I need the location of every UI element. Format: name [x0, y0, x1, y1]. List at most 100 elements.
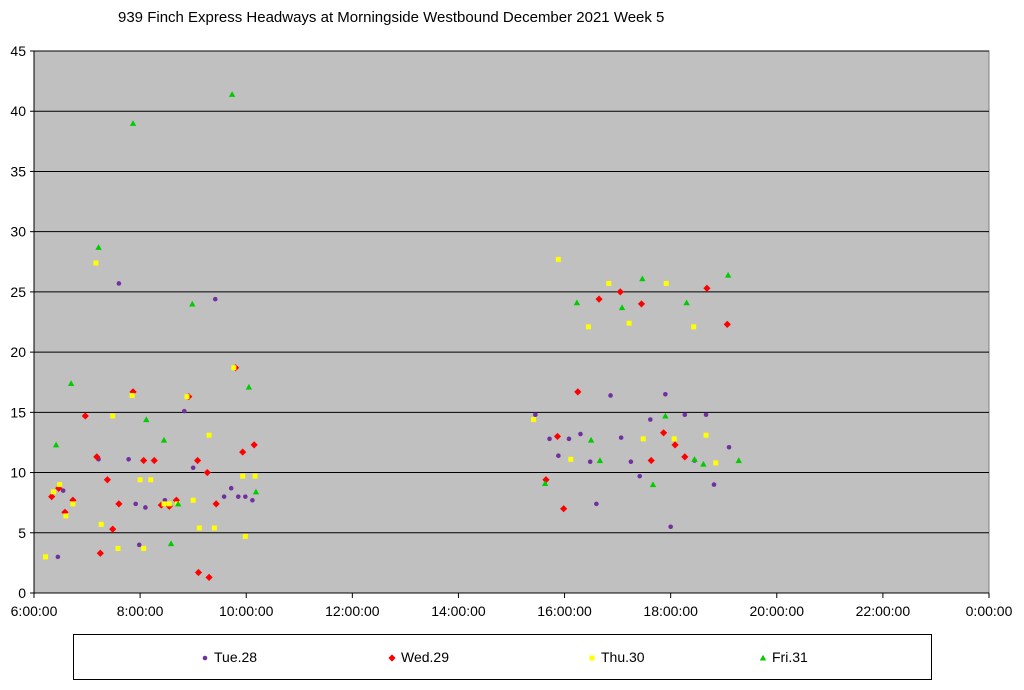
- data-point: [250, 441, 258, 449]
- data-point: [531, 417, 537, 423]
- y-tick-label: 20: [10, 344, 26, 360]
- data-point: [221, 494, 227, 499]
- data-point: [628, 459, 634, 465]
- series-wed-29: [48, 284, 731, 581]
- data-point: [616, 288, 624, 296]
- data-point: [67, 380, 75, 386]
- data-point: [190, 465, 196, 471]
- x-tick-label: 6:00:00: [11, 603, 58, 619]
- x-tick-label: 12:00:00: [325, 603, 380, 619]
- data-point: [110, 413, 116, 419]
- data-points: [42, 91, 742, 581]
- data-point: [648, 417, 653, 422]
- data-point: [556, 453, 561, 458]
- data-point: [48, 493, 56, 501]
- legend-item: Tue.28: [200, 649, 257, 665]
- data-point: [160, 436, 168, 443]
- data-point: [587, 459, 593, 465]
- data-point: [242, 533, 248, 539]
- legend-item: Fri.31: [758, 649, 808, 665]
- legend-marker: [759, 655, 767, 661]
- data-point: [663, 280, 669, 286]
- data-point: [553, 432, 562, 441]
- data-point: [647, 456, 655, 465]
- data-point: [682, 412, 688, 418]
- data-point: [659, 429, 668, 437]
- y-axis-ticks: 0 5 10 15 20 25 30 35 40 45: [10, 43, 34, 601]
- data-point: [70, 501, 76, 507]
- data-point: [681, 453, 689, 461]
- data-point: [578, 431, 583, 437]
- data-point: [184, 394, 190, 400]
- data-point: [560, 505, 568, 513]
- data-point: [250, 497, 255, 503]
- data-point: [174, 500, 182, 507]
- data-point: [161, 501, 167, 507]
- data-point: [555, 256, 561, 262]
- data-point: [662, 412, 669, 419]
- data-point: [167, 540, 175, 547]
- legend-marker-icon: [202, 655, 208, 661]
- data-point: [245, 383, 253, 390]
- y-tick-label: 10: [10, 465, 26, 481]
- data-point: [626, 320, 632, 326]
- x-tick-label: 10:00:00: [219, 603, 274, 619]
- series-fri-31: [52, 91, 742, 547]
- data-point: [115, 500, 123, 508]
- y-tick-label: 15: [10, 404, 26, 420]
- data-point: [228, 485, 234, 491]
- y-tick-label: 40: [10, 103, 26, 119]
- data-point: [69, 496, 77, 504]
- data-point: [700, 460, 707, 467]
- data-point: [683, 299, 690, 306]
- data-point: [649, 481, 657, 488]
- data-point: [639, 275, 646, 282]
- data-point: [711, 482, 717, 487]
- data-point: [663, 391, 668, 397]
- data-point: [252, 488, 260, 495]
- legend-marker-icon: [589, 655, 595, 661]
- data-point: [60, 488, 66, 493]
- data-point: [713, 460, 719, 466]
- data-point: [98, 521, 104, 527]
- legend-label: Fri.31: [772, 649, 808, 665]
- data-point: [55, 484, 63, 492]
- data-point: [206, 432, 212, 438]
- data-point: [703, 284, 711, 292]
- data-point: [618, 304, 626, 311]
- data-point: [231, 365, 237, 371]
- x-tick-label: 18:00:00: [643, 603, 698, 619]
- y-tick-label: 0: [18, 585, 26, 601]
- legend-label: Tue.28: [214, 649, 258, 665]
- chart-title-text: 939 Finch Express Headways at Morningsid…: [118, 9, 665, 26]
- data-point: [691, 456, 698, 462]
- data-point: [194, 568, 203, 577]
- data-point: [203, 468, 211, 477]
- axes: [33, 51, 989, 594]
- data-point: [126, 457, 131, 462]
- data-point: [133, 501, 138, 507]
- data-point: [691, 324, 697, 330]
- data-point: [129, 392, 135, 398]
- data-point: [595, 295, 603, 303]
- y-tick-label: 25: [10, 284, 26, 300]
- data-point: [172, 496, 180, 504]
- data-point: [618, 435, 624, 440]
- data-point: [587, 436, 595, 443]
- data-point: [573, 299, 581, 306]
- data-point: [703, 412, 709, 418]
- data-point: [637, 473, 643, 479]
- data-point: [140, 456, 148, 465]
- data-point: [182, 408, 187, 414]
- data-point: [52, 441, 60, 448]
- data-point: [55, 554, 61, 560]
- data-point: [568, 456, 574, 462]
- gridlines: [34, 50, 989, 534]
- data-point: [193, 456, 202, 465]
- data-point: [735, 457, 742, 464]
- data-point: [566, 436, 572, 442]
- legend-marker-icon: [388, 654, 396, 662]
- x-tick-label: 14:00:00: [431, 603, 486, 619]
- scatter-chart: 0 5 10 15 20 25 30 35 40 45 6:00:00 8:00:00 10:00:0…: [10, 43, 1012, 619]
- data-point: [50, 489, 56, 495]
